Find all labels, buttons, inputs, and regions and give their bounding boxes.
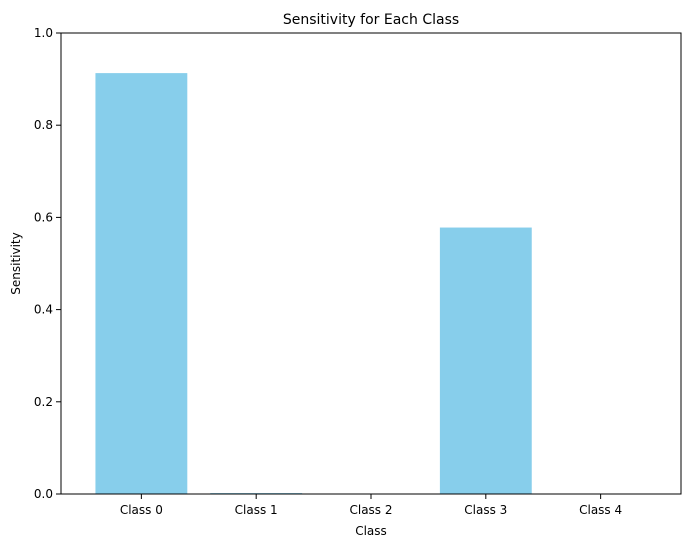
x-tick-label: Class 2: [349, 503, 392, 517]
y-tick-label: 0.0: [34, 487, 53, 501]
y-tick-label: 0.4: [34, 303, 53, 317]
bars-group: [95, 73, 532, 495]
x-axis-label: Class: [355, 524, 387, 538]
y-tick-label: 0.6: [34, 210, 53, 224]
x-tick-label: Class 3: [464, 503, 507, 517]
bar-class-0: [95, 73, 188, 495]
x-tick-label: Class 4: [579, 503, 622, 517]
y-axis: 0.0 0.2 0.4 0.6 0.8 1.0: [34, 26, 61, 501]
y-tick-label: 0.8: [34, 118, 53, 132]
chart-title: Sensitivity for Each Class: [283, 12, 459, 28]
y-axis-label: Sensitivity: [9, 232, 23, 294]
plot-frame: [60, 32, 682, 495]
x-tick-label: Class 0: [120, 503, 163, 517]
y-tick-label: 1.0: [34, 26, 53, 40]
x-tick-label: Class 1: [235, 503, 278, 517]
y-tick-label: 0.2: [34, 395, 53, 409]
bar-class-3: [439, 227, 532, 495]
x-axis: Class 0 Class 1 Class 2 Class 3 Class 4: [120, 494, 622, 517]
